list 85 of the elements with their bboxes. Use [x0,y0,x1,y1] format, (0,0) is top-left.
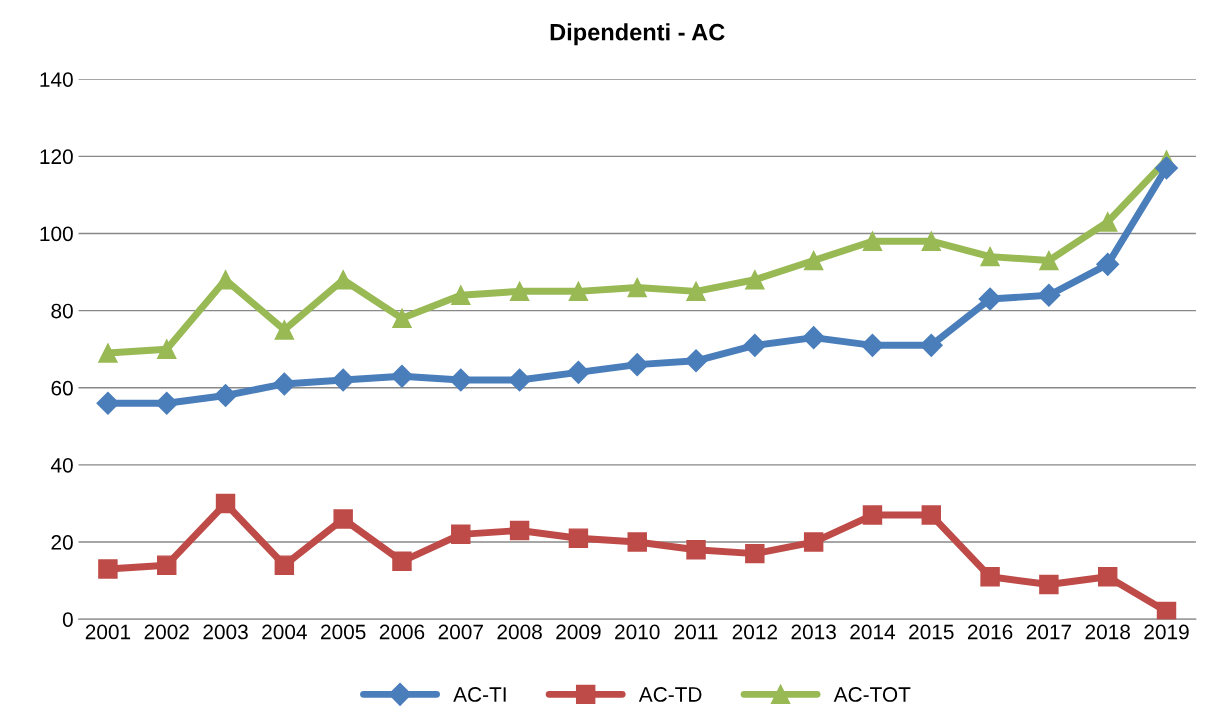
point [745,543,765,564]
x-tick-label: 2007 [438,624,483,640]
y-tick-label: 0 [62,612,73,627]
point [745,270,765,290]
point [980,567,1000,587]
point [274,555,295,575]
point [1155,156,1179,180]
point [157,555,177,575]
y-tick-label: 140 [40,72,73,87]
point [1097,567,1118,587]
point [862,231,883,251]
point [980,246,1000,267]
chart-title: Dipendenti - AC [550,23,725,46]
x-tick-label: 2001 [85,624,131,640]
point [449,368,473,392]
point [1039,250,1059,271]
x-tick-label: 2004 [262,624,307,640]
point [1156,601,1177,620]
point [743,333,767,357]
point [98,343,118,363]
point [157,339,177,359]
point [451,524,471,545]
x-tick-label: 2009 [556,624,601,640]
legend-label: AC-TOT [833,687,911,702]
point [214,383,238,407]
y-tick-label: 80 [51,303,73,319]
point [627,532,647,552]
point [1096,252,1120,276]
point [921,231,941,251]
y-tick-label: 60 [51,380,73,396]
x-tick-label: 2002 [144,624,189,640]
x-tick-label: 2006 [379,624,425,640]
point [215,493,236,514]
point [392,308,412,329]
point [860,333,884,357]
point [862,505,883,525]
point [627,277,647,298]
point [1037,283,1061,307]
point [155,391,179,415]
point [272,372,296,396]
point [921,505,941,525]
y-tick-label: 20 [51,535,73,550]
point [509,281,530,302]
point [333,509,353,529]
point [684,349,708,373]
y-tick-label: 40 [50,457,73,473]
x-tick-label: 2014 [850,624,896,640]
point [508,368,532,392]
point [803,250,824,271]
point [978,287,1002,311]
point [802,326,826,350]
x-tick-label: 2010 [615,624,660,640]
legend-label: AC-TD [638,687,702,702]
x-tick-label: 2017 [1026,624,1072,640]
x-tick-label: 2019 [1144,624,1189,640]
x-tick-label: 2008 [497,624,542,640]
x-tick-label: 2015 [909,624,954,640]
point [919,333,943,357]
point [331,368,355,392]
point [686,281,706,302]
point [625,353,649,377]
point [568,281,589,302]
legend-label: AC-TI [453,687,506,702]
x-tick-label: 2018 [1085,624,1130,640]
x-tick-label: 2013 [791,624,836,640]
x-tick-label: 2016 [967,624,1013,640]
x-tick-label: 2011 [674,624,718,640]
x-tick-label: 2005 [321,624,366,640]
point [96,391,120,415]
y-tick-label: 100 [40,226,73,242]
point [803,532,824,552]
point [566,360,590,384]
x-tick-label: 2003 [203,624,248,640]
point [451,285,471,305]
point [509,520,530,541]
point [390,364,414,388]
point [392,551,412,572]
point [686,540,706,560]
point [1039,574,1059,595]
point [568,528,589,548]
point [1097,212,1118,232]
point [274,320,295,340]
point [98,559,118,579]
y-tick-label: 120 [40,149,73,165]
x-tick-label: 2012 [732,624,777,640]
